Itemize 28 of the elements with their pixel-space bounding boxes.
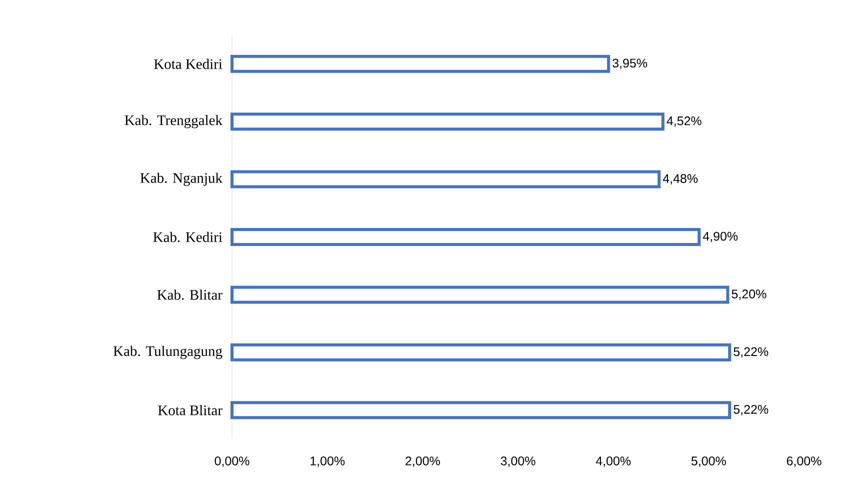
x-tick-label: 2,00% xyxy=(406,456,440,467)
data-label: 5,20% xyxy=(732,290,766,300)
y-tick-label: Kab. Nganjuk xyxy=(140,172,222,186)
data-label: 5,22% xyxy=(734,404,768,416)
y-tick-label: Kota Kediri xyxy=(154,58,222,69)
x-tick-label: 0,00% xyxy=(214,456,250,467)
bar xyxy=(230,228,701,246)
data-label: 5,22% xyxy=(734,347,768,358)
bar xyxy=(230,343,732,362)
y-tick-label: Kab. Trenggalek xyxy=(124,114,223,128)
bar xyxy=(230,112,664,131)
y-tick-label: Kab. Blitar xyxy=(157,290,222,300)
data-label: 4,90% xyxy=(702,232,738,242)
bar xyxy=(230,286,730,304)
data-label: 4,48% xyxy=(662,174,698,184)
x-tick-label: 3,00% xyxy=(500,456,536,467)
y-tick-label: Kab. Tulungagung xyxy=(113,346,222,360)
y-tick-label: Kab. Kediri xyxy=(153,232,222,242)
x-tick-label: 6,00% xyxy=(786,456,822,467)
x-tick-label: 5,00% xyxy=(691,456,726,467)
y-tick-label: Kota Blitar xyxy=(158,405,222,416)
bar xyxy=(230,54,610,73)
x-tick-label: 4,00% xyxy=(596,456,631,467)
bar xyxy=(230,170,661,188)
bar xyxy=(230,401,732,420)
data-label: 4,52% xyxy=(666,116,702,127)
data-label: 3,95% xyxy=(612,58,648,70)
x-tick-label: 1,00% xyxy=(310,456,345,467)
